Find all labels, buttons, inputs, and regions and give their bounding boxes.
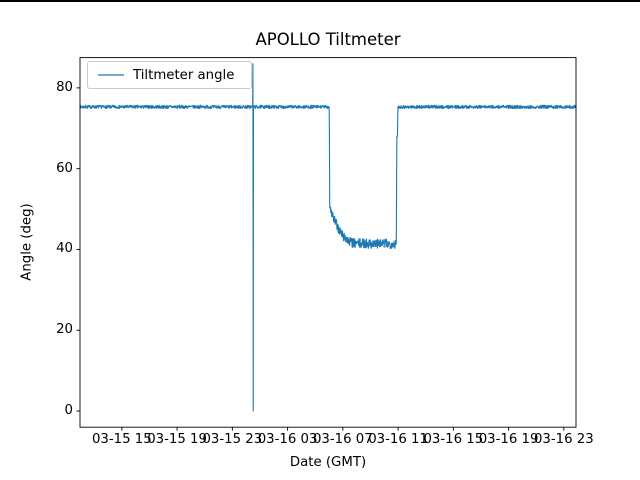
y-tick-label: 20 (56, 322, 73, 338)
y-tick-label: 80 (56, 79, 73, 95)
x-tick-label: 03-15 19 (147, 432, 207, 447)
x-tick-label: 03-16 23 (533, 432, 594, 447)
x-tick-label: 03-16 15 (423, 432, 484, 447)
legend-label: Tiltmeter angle (133, 67, 235, 83)
y-axis-label: Angle (deg) (19, 203, 35, 281)
screen-top-edge (0, 0, 640, 2)
x-tick-label: 03-16 11 (368, 432, 428, 447)
y-tick-label: 0 (64, 403, 73, 419)
x-tick-label: 03-15 15 (91, 432, 152, 447)
x-tick-label: 03-16 19 (478, 432, 539, 447)
axes-frame (79, 57, 577, 428)
tick-marks (76, 87, 565, 431)
x-tick-label: 03-15 23 (202, 432, 263, 447)
legend-line-sample (98, 74, 124, 76)
x-axis-label: Date (GMT) (289, 455, 367, 470)
legend: Tiltmeter angle (87, 61, 252, 89)
y-tick-label: 60 (56, 160, 73, 176)
y-tick-label: 40 (56, 241, 73, 257)
x-tick-label: 03-16 07 (312, 432, 373, 447)
chart-title: APOLLO Tiltmeter (255, 30, 401, 49)
x-tick-label: 03-16 03 (257, 432, 318, 447)
tiltmeter-line (79, 63, 577, 412)
